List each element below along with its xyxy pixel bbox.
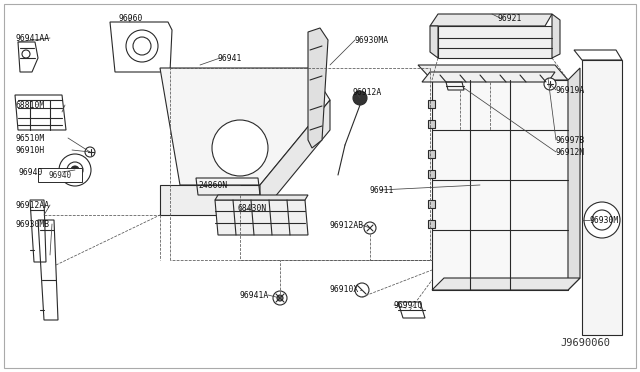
Text: 96910X: 96910X	[330, 285, 359, 295]
Circle shape	[126, 30, 158, 62]
Text: 96960: 96960	[118, 13, 142, 22]
Polygon shape	[438, 26, 552, 58]
Text: 96930MB: 96930MB	[15, 219, 49, 228]
Polygon shape	[428, 100, 435, 108]
Text: 96919A: 96919A	[556, 86, 585, 94]
Text: 96940: 96940	[49, 170, 72, 180]
Circle shape	[22, 50, 30, 58]
Circle shape	[67, 162, 83, 178]
Text: 96921: 96921	[498, 13, 522, 22]
Text: 96510M: 96510M	[15, 134, 44, 142]
Circle shape	[212, 120, 268, 176]
Text: 96941A: 96941A	[240, 291, 269, 299]
Text: 96912AB: 96912AB	[330, 221, 364, 230]
Circle shape	[277, 295, 283, 301]
Circle shape	[364, 222, 376, 234]
Polygon shape	[418, 65, 568, 80]
Polygon shape	[428, 200, 435, 208]
Text: J9690060: J9690060	[560, 338, 610, 348]
Text: 96941: 96941	[218, 54, 243, 62]
Polygon shape	[428, 170, 435, 178]
Text: 96912N: 96912N	[556, 148, 585, 157]
Circle shape	[592, 210, 612, 230]
Polygon shape	[215, 200, 308, 235]
Circle shape	[355, 283, 369, 297]
Polygon shape	[582, 60, 622, 335]
Text: 24860N: 24860N	[198, 180, 227, 189]
Circle shape	[544, 78, 556, 90]
Circle shape	[353, 91, 367, 105]
Text: 96991Q: 96991Q	[394, 301, 423, 310]
Polygon shape	[260, 100, 330, 215]
Text: 68430N: 68430N	[238, 203, 268, 212]
Polygon shape	[552, 14, 560, 58]
Text: 96930M: 96930M	[590, 215, 620, 224]
Polygon shape	[432, 278, 580, 290]
Circle shape	[584, 202, 620, 238]
Text: 96997B: 96997B	[556, 135, 585, 144]
Circle shape	[59, 154, 91, 186]
Text: 96912A: 96912A	[353, 87, 382, 96]
Polygon shape	[428, 220, 435, 228]
Text: 96911: 96911	[370, 186, 394, 195]
Bar	[38, 168, 82, 182]
Circle shape	[273, 291, 287, 305]
Polygon shape	[568, 68, 580, 290]
Polygon shape	[430, 14, 552, 26]
Polygon shape	[160, 68, 330, 185]
Circle shape	[71, 166, 79, 174]
Text: 96941AA: 96941AA	[15, 33, 49, 42]
Polygon shape	[308, 28, 328, 148]
Polygon shape	[422, 72, 555, 82]
Polygon shape	[215, 195, 308, 200]
Polygon shape	[160, 185, 260, 215]
Circle shape	[85, 147, 95, 157]
Text: 68810M: 68810M	[15, 100, 44, 109]
Text: 96912AA: 96912AA	[15, 201, 49, 209]
Polygon shape	[432, 80, 568, 290]
Text: 96910H: 96910H	[15, 145, 44, 154]
Polygon shape	[428, 150, 435, 158]
Text: 96940: 96940	[18, 167, 42, 176]
Polygon shape	[430, 26, 438, 58]
Circle shape	[133, 37, 151, 55]
Polygon shape	[428, 120, 435, 128]
Text: 96930MA: 96930MA	[355, 35, 389, 45]
